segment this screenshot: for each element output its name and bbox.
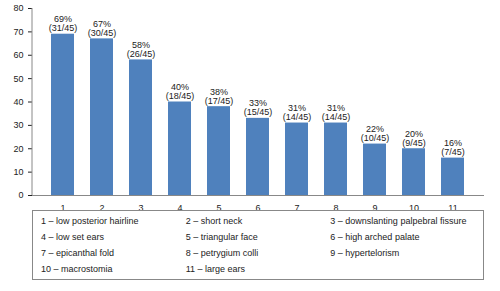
html-text:8 – petrygium colli: 8 – petrygium colli <box>185 248 259 258</box>
svg-text:8: 8 <box>333 203 338 210</box>
svg-text:20: 20 <box>13 144 23 154</box>
svg-text:11: 11 <box>448 203 457 210</box>
svg-text:3: 3 <box>138 203 143 210</box>
svg-text:9: 9 <box>372 203 377 210</box>
html-text:2 – short neck: 2 – short neck <box>185 216 243 226</box>
svg-text:40%(18/45): 40%(18/45) <box>166 82 195 101</box>
html-text:7 – epicanthal fold: 7 – epicanthal fold <box>41 248 115 258</box>
svg-text:7: 7 <box>294 203 299 210</box>
html-text:5 – triangular face: 5 – triangular face <box>185 232 258 242</box>
svg-text:10: 10 <box>13 167 23 177</box>
svg-text:6: 6 <box>255 203 260 210</box>
svg-text:4: 4 <box>177 203 182 210</box>
svg-text:30: 30 <box>13 120 23 130</box>
html-text:10 – macrostomia: 10 – macrostomia <box>41 264 113 274</box>
svg-text:40: 40 <box>13 97 23 107</box>
svg-text:33%(15/45): 33%(15/45) <box>244 98 273 117</box>
html-text:11 – large ears: 11 – large ears <box>185 264 245 274</box>
svg-text:16%(7/45): 16%(7/45) <box>441 138 465 157</box>
svg-text:50: 50 <box>13 74 23 84</box>
html-text:9 – hypertelorism: 9 – hypertelorism <box>330 248 400 258</box>
svg-text:5: 5 <box>216 203 221 210</box>
svg-text:1: 1 <box>60 203 65 210</box>
svg-text:2: 2 <box>99 203 104 210</box>
svg-text:38%(17/45): 38%(17/45) <box>205 87 234 106</box>
html-text:6 – high arched palate: 6 – high arched palate <box>330 232 420 242</box>
svg-text:0: 0 <box>18 190 23 200</box>
svg-text:69%(31/45): 69%(31/45) <box>49 14 78 33</box>
svg-text:31%(14/45): 31%(14/45) <box>322 103 351 122</box>
svg-text:80: 80 <box>13 3 23 13</box>
svg-text:20%(9/45): 20%(9/45) <box>402 129 426 148</box>
html-text:3 – downslanting palpebral fis: 3 – downslanting palpebral fissure <box>330 216 467 226</box>
svg-text:67%(30/45): 67%(30/45) <box>88 19 117 38</box>
svg-text:31%(14/45): 31%(14/45) <box>283 103 312 122</box>
svg-text:60: 60 <box>13 50 23 60</box>
svg-text:22%(10/45): 22%(10/45) <box>361 124 390 143</box>
svg-text:58%(26/45): 58%(26/45) <box>127 40 156 59</box>
svg-text:10: 10 <box>409 203 419 210</box>
svg-text:70: 70 <box>13 27 23 37</box>
html-text:4 – low set ears: 4 – low set ears <box>41 232 104 242</box>
html-text:1 – low posterior hairline: 1 – low posterior hairline <box>41 216 139 226</box>
